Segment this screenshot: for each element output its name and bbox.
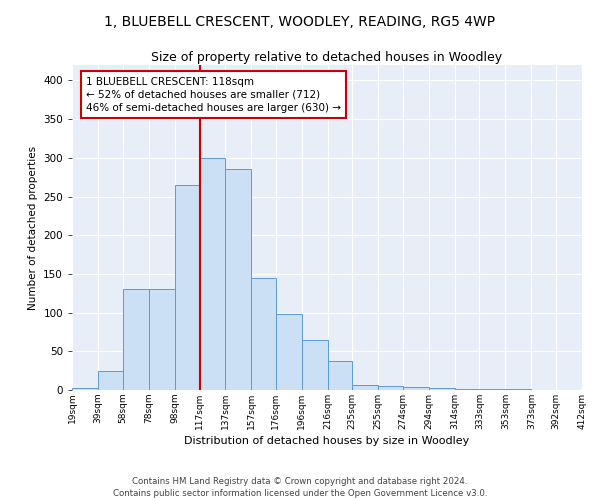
Text: Contains HM Land Registry data © Crown copyright and database right 2024.
Contai: Contains HM Land Registry data © Crown c… [113,476,487,498]
Bar [72,388,98,390]
Bar [199,158,225,390]
Bar [378,386,403,390]
Bar [505,389,532,390]
Bar [403,387,429,390]
Title: Size of property relative to detached houses in Woodley: Size of property relative to detached ho… [151,51,503,64]
Bar [455,389,479,390]
Bar [276,314,302,390]
Bar [175,185,199,390]
Text: 1 BLUEBELL CRESCENT: 118sqm
← 52% of detached houses are smaller (712)
46% of se: 1 BLUEBELL CRESCENT: 118sqm ← 52% of det… [86,76,341,113]
Bar [225,170,251,390]
Bar [98,370,122,390]
Bar [251,278,276,390]
Bar [429,388,455,390]
Y-axis label: Number of detached properties: Number of detached properties [28,146,38,310]
Bar [479,389,505,390]
Bar [302,340,328,390]
Bar [122,290,149,390]
Text: 1, BLUEBELL CRESCENT, WOODLEY, READING, RG5 4WP: 1, BLUEBELL CRESCENT, WOODLEY, READING, … [104,15,496,29]
Bar [352,384,378,390]
Bar [149,290,175,390]
X-axis label: Distribution of detached houses by size in Woodley: Distribution of detached houses by size … [184,436,470,446]
Bar [328,362,352,390]
